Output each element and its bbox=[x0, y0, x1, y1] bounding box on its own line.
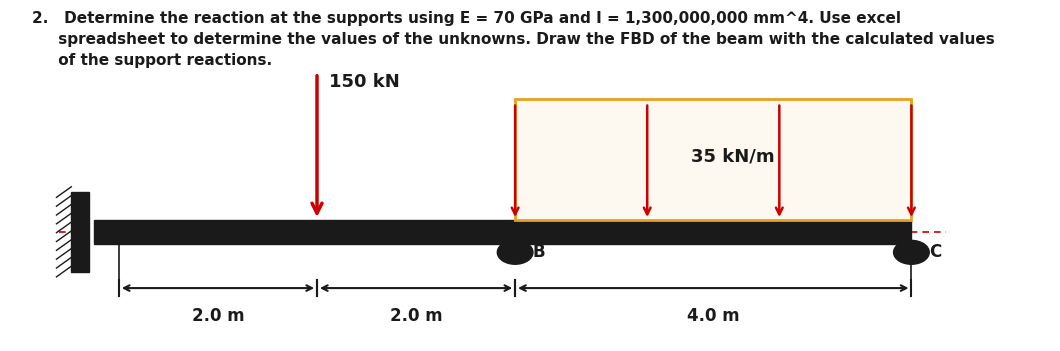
Text: 35 kN/m: 35 kN/m bbox=[691, 147, 775, 165]
Bar bbox=[71, 192, 89, 272]
Text: 2.0 m: 2.0 m bbox=[390, 307, 442, 325]
Circle shape bbox=[497, 240, 533, 264]
Text: 2.0 m: 2.0 m bbox=[192, 307, 244, 325]
Text: 2.   Determine the reaction at the supports using E = 70 GPa and I = 1,300,000,0: 2. Determine the reaction at the support… bbox=[32, 11, 994, 67]
Bar bbox=[515, 99, 912, 220]
Circle shape bbox=[894, 240, 930, 264]
Bar bbox=[94, 220, 912, 244]
Text: 4.0 m: 4.0 m bbox=[687, 307, 740, 325]
Text: C: C bbox=[930, 243, 941, 261]
Text: A: A bbox=[71, 211, 84, 229]
Text: 150 kN: 150 kN bbox=[329, 73, 400, 91]
Text: B: B bbox=[533, 243, 546, 261]
